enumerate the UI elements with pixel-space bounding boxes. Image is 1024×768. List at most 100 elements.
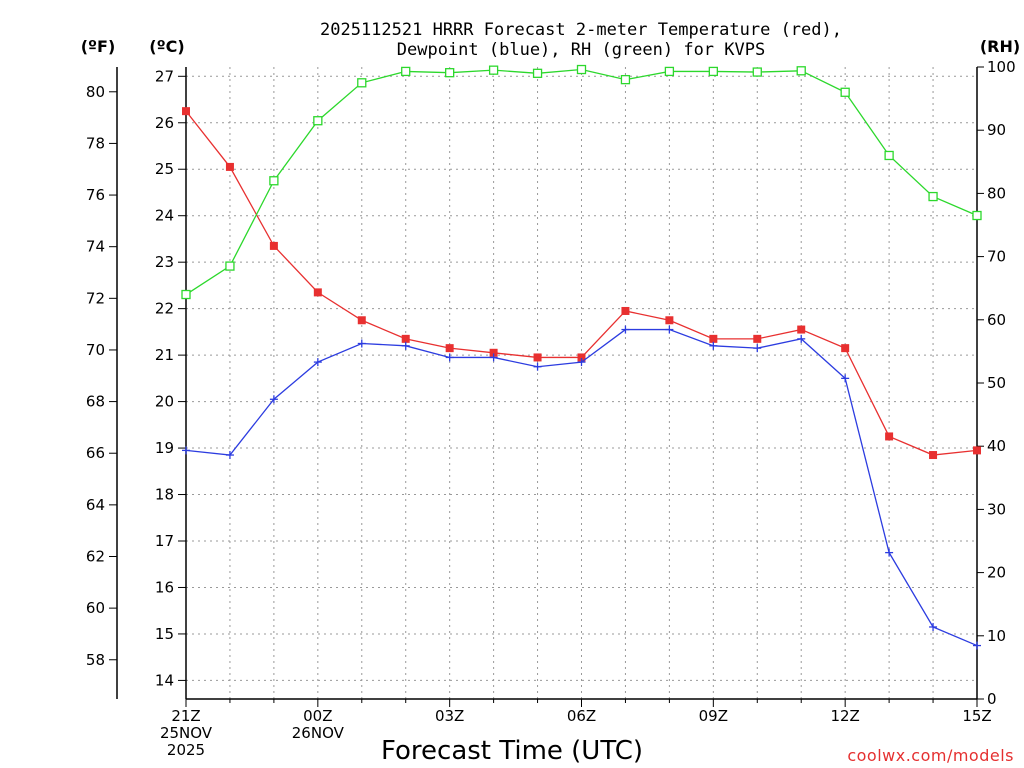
celsius-tick-label: 25 (155, 160, 174, 178)
temperature-point (665, 316, 674, 325)
grid-lines (186, 67, 977, 699)
fahrenheit-tick-label: 74 (86, 238, 105, 256)
rh-tick-label: 90 (987, 121, 1006, 139)
rh-tick-label: 10 (987, 627, 1006, 645)
temperature-point (621, 306, 630, 315)
temperature-point (577, 353, 586, 362)
rh-point (752, 67, 762, 77)
rh-point (488, 65, 499, 75)
temperature-point (709, 334, 718, 343)
celsius-tick-label: 24 (155, 207, 174, 225)
celsius-tick-label: 20 (155, 393, 174, 411)
x-tick-label: 03Z (435, 707, 464, 725)
credit-text: coolwx.com/models (847, 746, 1014, 765)
rh-point (401, 66, 411, 77)
x-tick-label: 25NOV (160, 724, 213, 742)
rh-point (225, 261, 235, 271)
x-axis-label: Forecast Time (UTC) (381, 736, 643, 766)
fahrenheit-tick-label: 66 (86, 444, 105, 462)
dewpoint-point (885, 548, 894, 557)
rh-tick-label: 70 (987, 248, 1006, 266)
celsius-unit-label: (ºC) (149, 37, 184, 56)
fahrenheit-tick-label: 80 (86, 83, 105, 101)
temperature-point (313, 288, 322, 297)
celsius-tick-label: 15 (155, 625, 174, 643)
temperature-point (182, 107, 190, 116)
fahrenheit-tick-label: 68 (86, 393, 105, 411)
rh-point (445, 68, 455, 78)
rh-point (357, 78, 367, 88)
axes: 14 15 16 17 18 19 20 21 22 23 24 25 26 27 58 60 62 64 66 68… (86, 58, 1016, 759)
rh-point (928, 191, 938, 202)
temperature-point (401, 334, 410, 343)
rh-point (269, 176, 279, 186)
dewpoint-point (357, 339, 366, 348)
rh-unit-label: (RH) (980, 37, 1020, 56)
fahrenheit-tick-label: 62 (86, 547, 105, 565)
fahrenheit-tick-label: 58 (86, 651, 105, 669)
x-tick-label: 12Z (830, 707, 859, 725)
rh-tick-label: 80 (987, 184, 1006, 202)
x-tick-label: 09Z (699, 707, 728, 725)
dewpoint-point (182, 446, 190, 455)
celsius-tick-label: 21 (155, 346, 174, 364)
x-tick-label: 21Z (171, 707, 200, 725)
dewpoint-point (401, 341, 410, 350)
dewpoint-point (269, 395, 278, 404)
dewpoint-point (973, 641, 981, 650)
x-tick-label: 26NOV (292, 724, 345, 742)
celsius-tick-label: 16 (155, 578, 174, 596)
chart-title-line1: 2025112521 HRRR Forecast 2-meter Tempera… (320, 20, 842, 40)
x-tick-label: 06Z (567, 707, 596, 725)
x-tick-label: 00Z (303, 707, 332, 725)
celsius-tick-label: 14 (155, 671, 174, 689)
temperature-point (929, 451, 938, 460)
rh-point (181, 289, 191, 300)
fahrenheit-tick-label: 72 (86, 289, 105, 307)
temperature-point (973, 446, 981, 455)
temperature-point (841, 344, 850, 353)
data-series (181, 64, 982, 650)
temperature-point (753, 334, 762, 343)
fahrenheit-tick-label: 60 (86, 599, 105, 617)
fahrenheit-tick-label: 76 (86, 186, 105, 204)
dewpoint-point (621, 325, 630, 334)
temperature-point (797, 325, 806, 334)
temperature-point (885, 432, 894, 441)
fahrenheit-tick-label: 78 (86, 134, 105, 152)
celsius-tick-label: 18 (155, 486, 174, 504)
rh-tick-label: 0 (987, 690, 997, 708)
dewpoint-point (313, 358, 322, 367)
temperature-point (489, 348, 498, 357)
rh-point (576, 64, 587, 75)
rh-point (620, 74, 631, 85)
rh-tick-label: 100 (987, 58, 1016, 76)
dewpoint-point (929, 622, 938, 631)
rh-point (664, 66, 675, 77)
rh-point (840, 87, 850, 97)
fahrenheit-unit-label: (ºF) (81, 37, 116, 56)
temperature-point (225, 162, 234, 171)
temperature-point (445, 344, 454, 353)
fahrenheit-tick-label: 70 (86, 341, 105, 359)
celsius-tick-label: 27 (155, 67, 174, 85)
fahrenheit-tick-label: 64 (86, 496, 105, 514)
dewpoint-point (709, 341, 718, 350)
rh-point (532, 68, 543, 78)
celsius-tick-label: 22 (155, 300, 174, 318)
celsius-tick-label: 26 (155, 114, 174, 132)
rh-tick-label: 40 (987, 437, 1006, 455)
dewpoint-point (489, 353, 498, 362)
x-tick-label: 2025 (167, 741, 205, 759)
dewpoint-point (665, 325, 674, 334)
rh-tick-label: 20 (987, 564, 1006, 582)
x-tick-label: 15Z (962, 707, 991, 725)
dewpoint-point (533, 362, 542, 371)
dewpoint-point (841, 374, 850, 383)
rh-tick-label: 30 (987, 500, 1006, 518)
dewpoint-point (753, 344, 762, 353)
rh-tick-label: 50 (987, 374, 1006, 392)
rh-point (884, 150, 894, 161)
chart-title-line2: Dewpoint (blue), RH (green) for KVPS (397, 40, 765, 60)
